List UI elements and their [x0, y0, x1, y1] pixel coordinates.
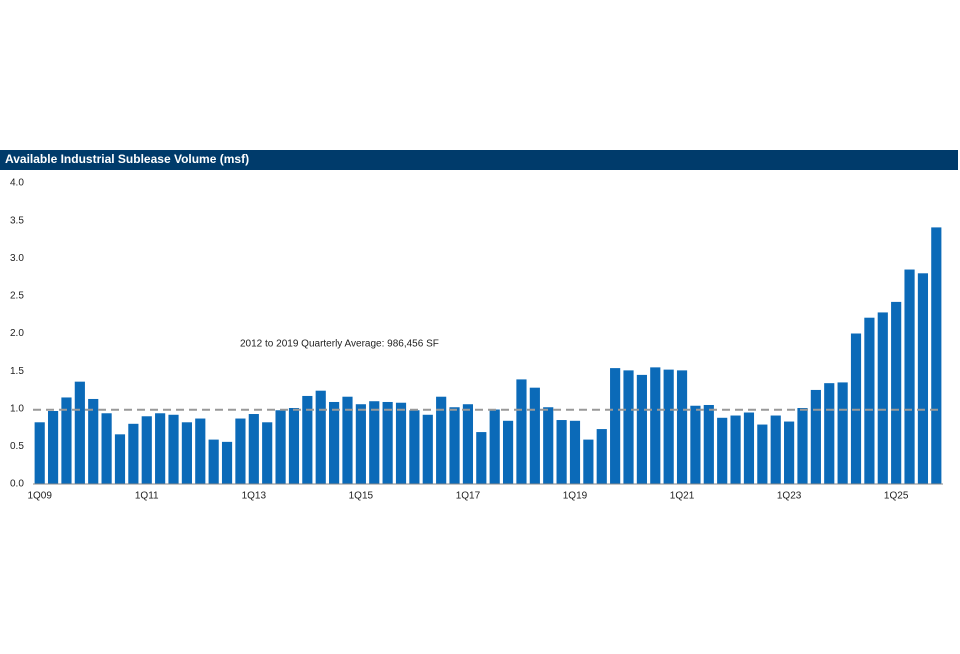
- bar: [155, 413, 166, 484]
- bar: [784, 421, 795, 484]
- bar: [395, 402, 407, 484]
- x-tick-label: 1Q21: [670, 491, 695, 502]
- y-tick-label: 2.0: [10, 328, 24, 339]
- bar: [650, 367, 661, 484]
- x-tick-label: 1Q19: [563, 491, 588, 502]
- bar: [543, 407, 554, 484]
- bar: [717, 417, 728, 484]
- bar: [824, 383, 835, 484]
- y-tick-label: 0.0: [10, 479, 24, 490]
- bar: [74, 381, 85, 484]
- bar: [676, 370, 688, 484]
- bar: [248, 414, 259, 484]
- bar: [770, 415, 781, 484]
- bar: [529, 387, 540, 484]
- bar: [195, 418, 206, 484]
- bar: [891, 301, 902, 484]
- bar: [797, 407, 808, 484]
- bar: [837, 382, 848, 484]
- bar: [743, 412, 755, 484]
- bar: [141, 416, 152, 484]
- bar: [382, 401, 393, 484]
- x-tick-label: 1Q13: [242, 491, 267, 502]
- reference-label: 2012 to 2019 Quarterly Average: 986,456 …: [240, 339, 439, 350]
- y-tick-label: 3.5: [10, 215, 24, 226]
- bar: [462, 404, 474, 484]
- bar: [636, 374, 647, 484]
- bar: [489, 409, 500, 484]
- bar: [864, 317, 875, 484]
- bar: [877, 312, 888, 484]
- bar: [583, 439, 594, 484]
- x-tick-label: 1Q09: [27, 491, 52, 502]
- y-tick-label: 1.0: [10, 403, 24, 414]
- bar: [101, 413, 112, 484]
- y-tick-label: 2.5: [10, 291, 24, 302]
- bar: [302, 395, 313, 484]
- y-tick-label: 3.0: [10, 253, 24, 264]
- bar: [449, 407, 460, 484]
- bar: [422, 414, 433, 484]
- bar: [610, 368, 621, 484]
- bar: [730, 415, 741, 484]
- bar: [850, 333, 862, 484]
- bar: [355, 404, 366, 484]
- bar: [931, 227, 942, 484]
- chart-title: Available Industrial Sublease Volume (ms…: [5, 152, 249, 166]
- bar: [61, 397, 72, 484]
- bar: [516, 379, 527, 484]
- bar: [556, 420, 567, 484]
- x-tick-label: 1Q15: [349, 491, 374, 502]
- bar: [128, 423, 139, 484]
- bar: [596, 429, 607, 484]
- bar: [369, 401, 380, 484]
- bar: [329, 401, 340, 484]
- bar: [904, 269, 915, 484]
- bar: [47, 411, 59, 484]
- y-tick-label: 1.5: [10, 366, 24, 377]
- bar: [262, 422, 273, 484]
- bar: [181, 422, 192, 484]
- y-tick-label: 0.5: [10, 441, 24, 452]
- bar: [690, 405, 701, 484]
- bar: [623, 370, 634, 484]
- bar: [703, 404, 714, 484]
- bar: [342, 396, 353, 484]
- bar: [235, 418, 246, 484]
- bar: [917, 273, 929, 484]
- bar: [88, 398, 99, 484]
- bar: [409, 410, 420, 484]
- bar: [315, 390, 326, 484]
- bar: [168, 414, 179, 484]
- bar: [436, 396, 447, 484]
- bar: [114, 434, 126, 484]
- bar: [569, 420, 581, 484]
- bar: [476, 432, 487, 484]
- bar: [208, 439, 219, 484]
- bar: [757, 424, 768, 484]
- y-tick-label: 4.0: [10, 178, 24, 189]
- bar: [275, 410, 286, 484]
- bar: [502, 420, 514, 484]
- bar: [34, 422, 45, 484]
- bar: [288, 407, 300, 484]
- x-tick-label: 1Q25: [884, 491, 909, 502]
- x-tick-label: 1Q17: [456, 491, 481, 502]
- bar: [810, 389, 821, 484]
- bar: [221, 441, 233, 484]
- x-tick-label: 1Q11: [135, 491, 159, 502]
- title-banner: [0, 150, 958, 170]
- bar: [663, 369, 674, 484]
- x-tick-label: 1Q23: [777, 491, 802, 502]
